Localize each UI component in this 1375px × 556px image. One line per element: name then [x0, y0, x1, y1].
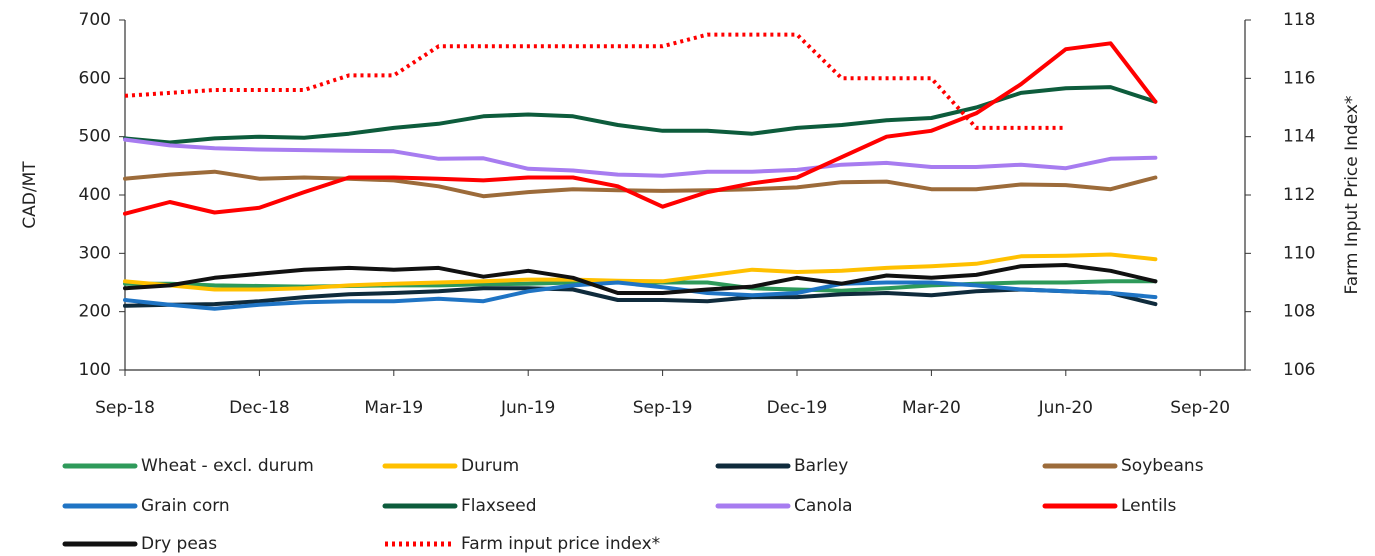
series-line [123, 137, 1158, 178]
y-tick-label: 500 [79, 127, 111, 147]
y-axis-label: CAD/MT [20, 161, 40, 229]
y2-tick-label: 110 [1283, 243, 1315, 263]
x-tick-label: Sep-20 [1170, 398, 1230, 418]
y2-tick-label: 106 [1283, 360, 1315, 380]
legend-label: Wheat - excl. durum [141, 456, 314, 476]
series-line [124, 32, 1066, 130]
series-line [123, 263, 1158, 295]
y2-axis-label: Farm Input Price Index* [1342, 96, 1362, 295]
legend-label: Dry peas [141, 534, 217, 554]
y-tick-label: 400 [79, 185, 111, 205]
legend-label: Flaxseed [461, 496, 537, 516]
y-tick-label: 700 [79, 10, 111, 30]
y2-tick-label: 118 [1283, 10, 1315, 30]
y2-tick-label: 112 [1283, 185, 1315, 205]
x-tick-label: Jun-19 [500, 398, 555, 418]
y2-tick-label: 114 [1283, 127, 1315, 147]
y-tick-label: 600 [79, 68, 111, 88]
series-line [123, 252, 1158, 292]
y-tick-label: 200 [79, 302, 111, 322]
x-tick-label: Mar-20 [902, 398, 961, 418]
legend-label: Barley [794, 456, 848, 476]
y-tick-label: 100 [79, 360, 111, 380]
y2-tick-label: 108 [1283, 302, 1315, 322]
x-tick-label: Sep-18 [95, 398, 155, 418]
legend-label: Soybeans [1121, 456, 1204, 476]
x-tick-label: Jun-20 [1038, 398, 1093, 418]
series-line [123, 169, 1158, 199]
x-tick-label: Sep-19 [633, 398, 693, 418]
legend-label: Lentils [1121, 496, 1177, 516]
legend-label: Durum [461, 456, 519, 476]
legend-label: Canola [794, 496, 853, 516]
series-line [123, 280, 1158, 311]
y-tick-label: 300 [79, 243, 111, 263]
x-tick-label: Dec-19 [767, 398, 828, 418]
x-tick-label: Dec-18 [229, 398, 290, 418]
legend-label: Farm input price index* [461, 534, 660, 554]
series-line [123, 286, 1158, 308]
legend-label: Grain corn [141, 496, 230, 516]
series-line [123, 85, 1158, 145]
series-line [123, 41, 1158, 216]
y2-tick-label: 116 [1283, 68, 1315, 88]
x-tick-label: Mar-19 [364, 398, 423, 418]
